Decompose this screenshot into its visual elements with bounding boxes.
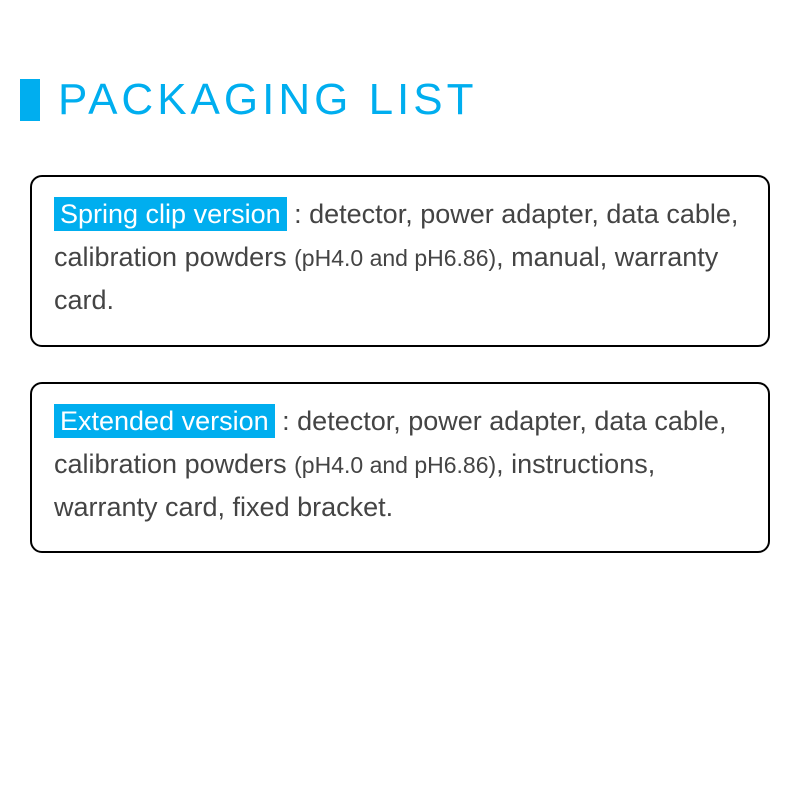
version-box-2: Extended version : detector, power adapt… xyxy=(30,382,770,554)
page-title: PACKAGING LIST xyxy=(58,75,478,125)
separator-1: : xyxy=(287,199,310,229)
parenthetical-1: (pH4.0 and pH6.86) xyxy=(294,245,496,271)
page-container: PACKAGING LIST Spring clip version : det… xyxy=(0,0,800,553)
title-accent-bar xyxy=(20,79,40,121)
parenthetical-2: (pH4.0 and pH6.86) xyxy=(294,452,496,478)
version-label-1: Spring clip version xyxy=(54,197,287,231)
version-box-1: Spring clip version : detector, power ad… xyxy=(30,175,770,347)
separator-2: : xyxy=(275,406,298,436)
title-row: PACKAGING LIST xyxy=(20,75,780,125)
version-box-2-content: Extended version : detector, power adapt… xyxy=(54,400,746,530)
version-box-1-content: Spring clip version : detector, power ad… xyxy=(54,193,746,323)
version-label-2: Extended version xyxy=(54,404,275,438)
